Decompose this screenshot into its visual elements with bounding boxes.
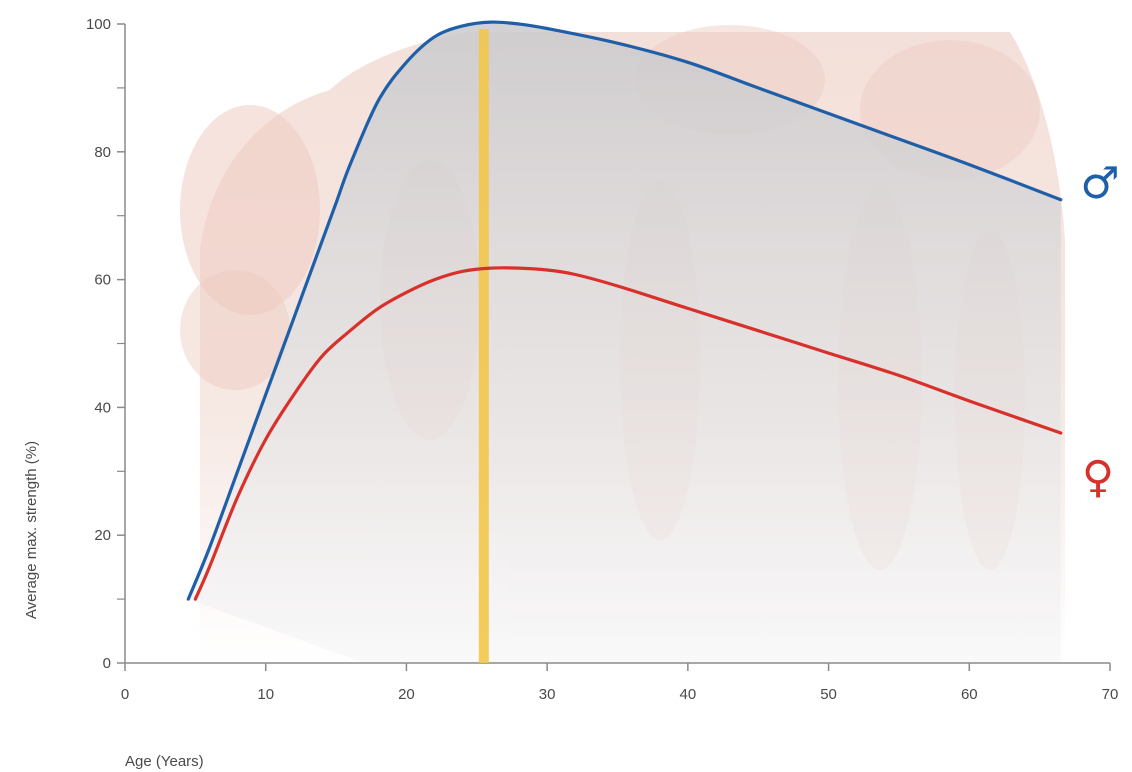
x-tick-label: 50 [820, 686, 837, 703]
x-tick-label: 30 [539, 686, 556, 703]
peak-age-marker [478, 29, 489, 663]
y-tick-label: 80 [94, 144, 111, 161]
x-tick-label: 70 [1102, 686, 1119, 703]
y-ticks: 0 20 40 60 80 100 [86, 16, 125, 672]
y-tick-label: 40 [94, 399, 111, 416]
peak-age-band [478, 29, 489, 663]
series-line-female [193, 266, 1063, 601]
y-tick-label: 60 [94, 272, 111, 289]
x-tick-label: 10 [257, 686, 274, 703]
x-tick-label: 0 [121, 686, 129, 703]
x-ticks: 0 10 20 30 40 50 60 70 [121, 663, 1119, 703]
series-line-male [186, 20, 1063, 601]
x-tick-label: 60 [961, 686, 978, 703]
x-tick-label: 20 [398, 686, 415, 703]
area-under-male-curve [188, 22, 1061, 663]
x-tick-label: 40 [680, 686, 697, 703]
y-tick-label: 20 [94, 527, 111, 544]
y-axis-title: Average max. strength (%) [23, 441, 40, 619]
x-axis-title: Age (Years) [125, 753, 204, 770]
y-tick-label: 0 [103, 655, 111, 672]
series-label-male: ♂ [1080, 158, 1119, 209]
series-label-female: ♀ [1082, 452, 1114, 503]
y-tick-label: 100 [86, 16, 111, 33]
